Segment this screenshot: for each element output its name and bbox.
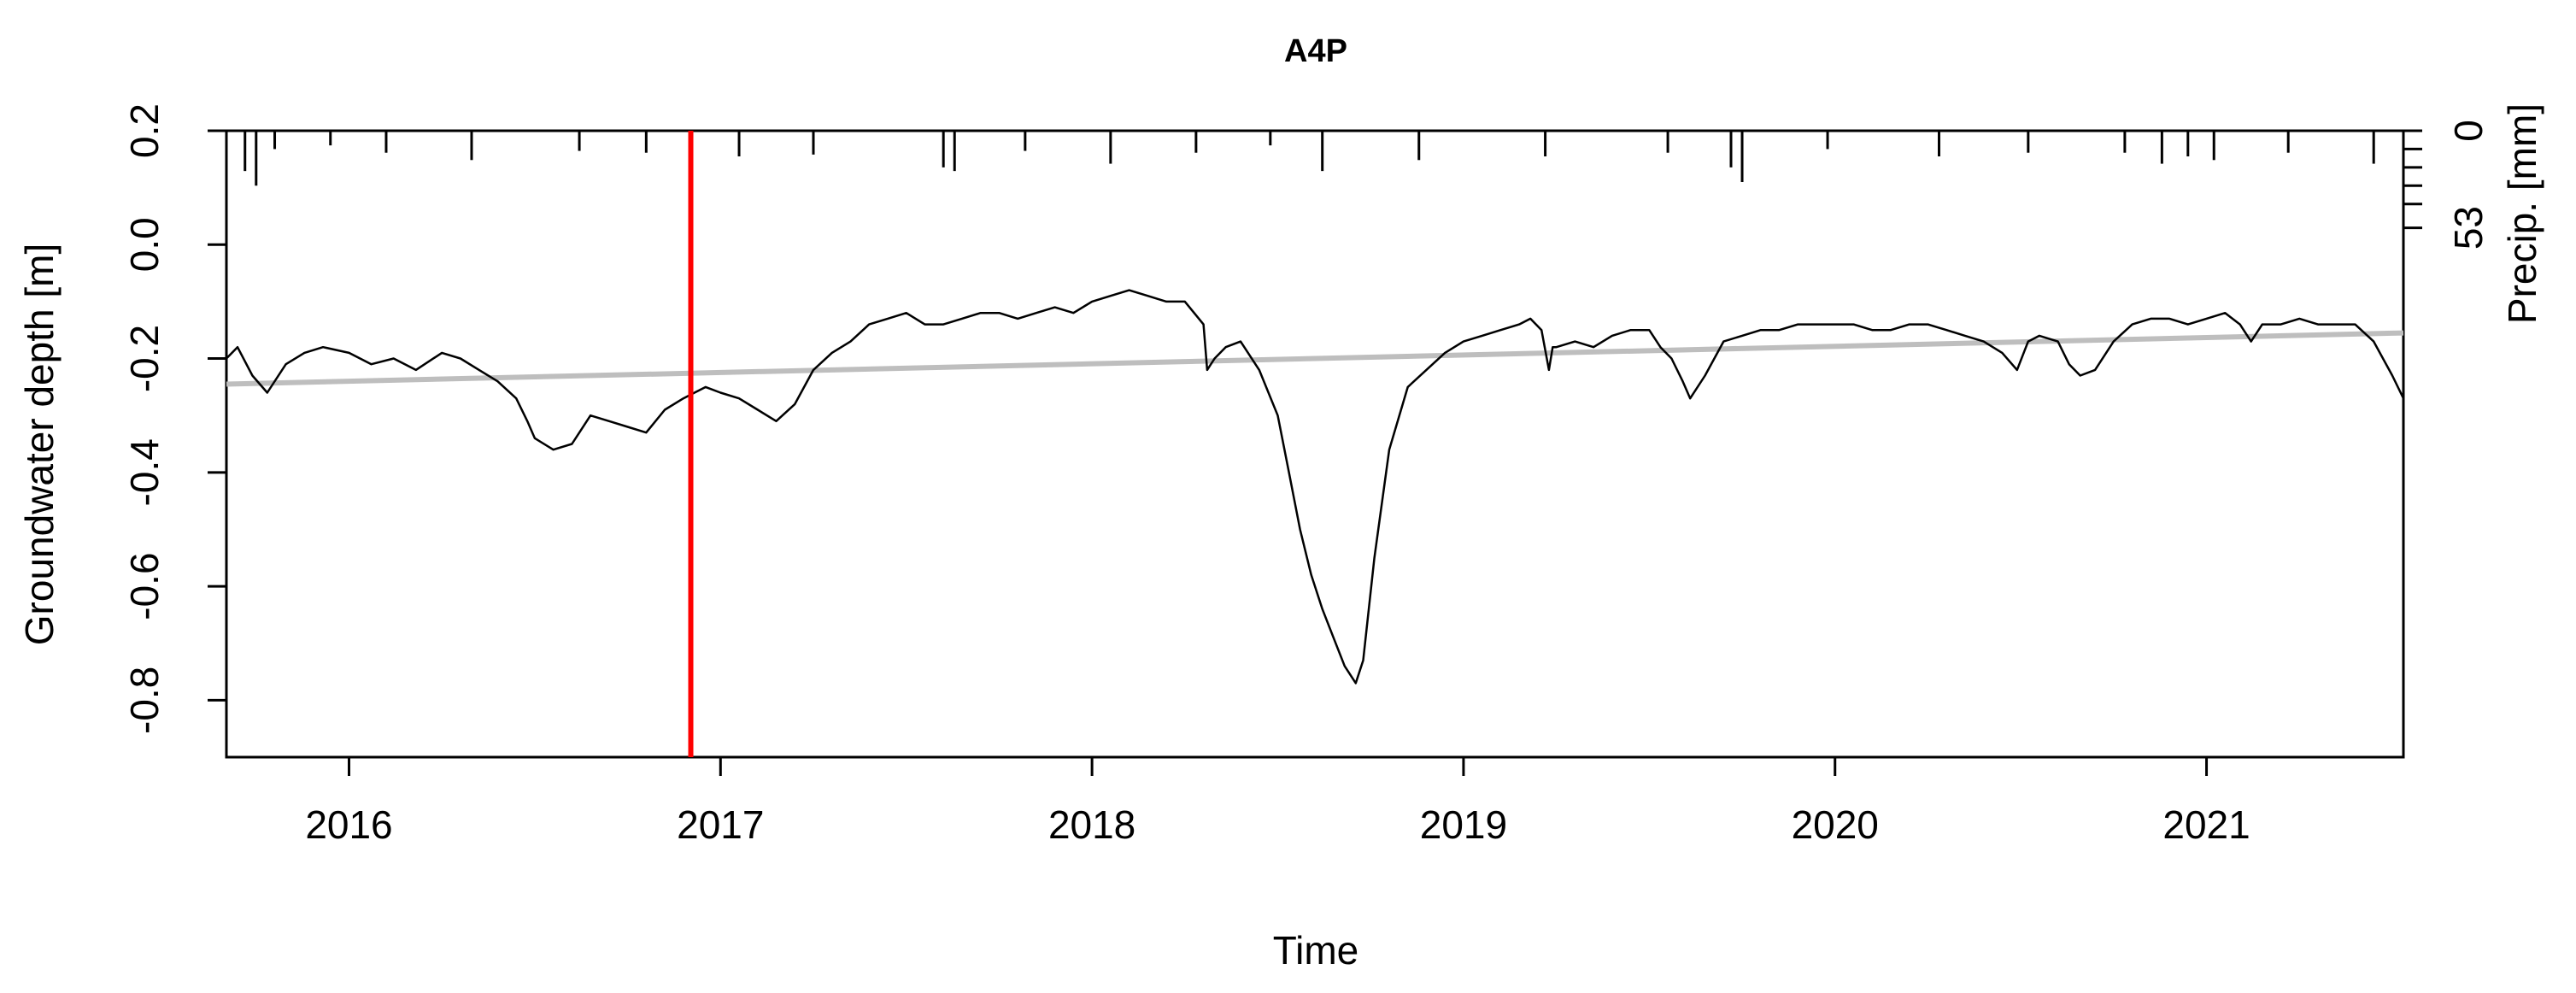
x-tick-label: 2020 — [1792, 802, 1879, 847]
precip-axis-label: Precip. [mm] — [2500, 103, 2544, 324]
precip-tick-label: 0 — [2446, 120, 2491, 142]
x-tick-label: 2018 — [1048, 802, 1135, 847]
chart-title: A4P — [1284, 33, 1347, 69]
x-tick-label: 2016 — [305, 802, 392, 847]
groundwater-line — [226, 289, 2405, 685]
x-tick-label: 2019 — [1420, 802, 1507, 847]
y-tick-label: 0.2 — [122, 103, 167, 158]
y-tick-label: -0.6 — [122, 552, 167, 620]
precip-tick-label: 53 — [2446, 206, 2491, 250]
trend-line — [226, 330, 2404, 387]
precip-axis: 0 53 — [2402, 120, 2491, 250]
y-tick-label: -0.4 — [122, 438, 167, 506]
y-tick-label: -0.2 — [122, 325, 167, 392]
x-tick-label: 2021 — [2162, 802, 2250, 847]
plot-area — [225, 129, 2405, 759]
y-tick-label: 0.0 — [122, 217, 167, 272]
y-axis: 0.2 0.0 -0.2 -0.4 -0.6 -0.8 — [122, 103, 226, 734]
precip-bars — [244, 131, 2375, 186]
y-axis-label: Groundwater depth [m] — [17, 244, 62, 645]
y-tick-label: -0.8 — [122, 667, 167, 734]
x-tick-label: 2017 — [677, 802, 764, 847]
x-axis-label: Time — [1273, 928, 1359, 972]
plot-frame — [225, 129, 2405, 759]
x-axis: 2016 2017 2018 2019 2020 2021 — [305, 757, 2250, 847]
